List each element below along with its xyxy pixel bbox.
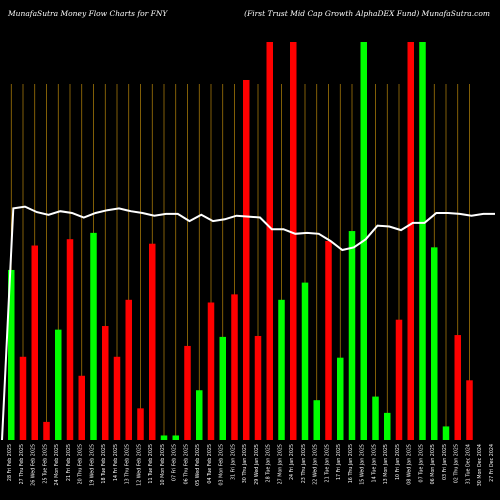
bar: [419, 42, 426, 440]
x-tick-label: 19 Wed Feb 2025: [89, 444, 95, 486]
bar: [442, 426, 450, 440]
bar: [348, 231, 356, 440]
bar: [301, 282, 309, 440]
x-tick-label: 02 Thu Jan 2025: [454, 444, 460, 483]
x-tick-label: 13 Mon Jan 2025: [383, 444, 389, 484]
bar: [137, 408, 144, 440]
bar-series: [8, 42, 473, 440]
bar: [254, 335, 262, 440]
bar: [149, 243, 156, 440]
money-flow-line: [1, 205, 495, 441]
bar: [196, 390, 203, 440]
x-tick-label: 21 Fri Feb 2025: [66, 444, 72, 481]
x-tick-label: 04 Tue Feb 2025: [207, 444, 213, 484]
bar: [207, 302, 215, 440]
x-tick-label: 18 Tue Feb 2025: [101, 444, 107, 484]
x-tick-label: 21 Tue Jan 2025: [324, 444, 330, 482]
bar: [372, 396, 379, 440]
x-tick-label: 24 Mon Feb 2025: [54, 444, 60, 486]
x-axis-labels: 28 Fri Feb 2025 27 Thu Feb 2025 26 Wed Feb…: [7, 444, 495, 486]
x-tick-label: 14 Tue Jan 2025: [371, 444, 377, 482]
x-tick-label: 24 Fri Jan 2025: [289, 444, 295, 480]
bar: [90, 232, 97, 440]
x-tick-label: 17 Fri Jan 2025: [336, 444, 342, 480]
x-tick-label: 27 Mon Jan 2025: [277, 444, 283, 484]
x-tick-label: 07 Tue Jan 2025: [418, 444, 424, 482]
x-tick-label: 06 Thu Feb 2025: [183, 444, 189, 484]
bar: [313, 400, 320, 440]
bar: [125, 299, 132, 440]
bar: [384, 412, 391, 440]
bar: [113, 356, 121, 440]
chart-subtitle: (First Trust Mid Cap Growth AlphaDEX Fun…: [244, 9, 490, 18]
bar: [219, 336, 226, 440]
x-tick-label: 06 Mon Jan 2025: [430, 444, 436, 484]
bar: [31, 245, 38, 440]
bar: [8, 269, 15, 440]
bar: [43, 421, 50, 440]
x-tick-label: 03 Fri Jan 2025: [442, 444, 448, 480]
x-tick-label: 10 Fri Jan 2025: [395, 444, 401, 480]
bar: [337, 357, 344, 440]
x-tick-label: 22 Wed Jan 2025: [313, 444, 319, 485]
x-tick-label: 05 Wed Feb 2025: [195, 444, 201, 486]
bar: [184, 345, 191, 440]
x-tick-label: 28 Tue Jan 2025: [266, 444, 272, 482]
bar: [172, 435, 179, 440]
x-tick-label: 27 Fri Dec 2024: [489, 444, 495, 482]
x-tick-label: 29 Wed Jan 2025: [254, 444, 260, 485]
x-tick-label: 14 Fri Feb 2025: [113, 444, 119, 481]
line-series: [1, 205, 495, 441]
bar: [431, 247, 438, 440]
bar: [231, 294, 238, 440]
x-tick-label: 10 Mon Feb 2025: [160, 444, 166, 486]
x-tick-label: 11 Tue Feb 2025: [148, 444, 154, 484]
x-tick-label: 07 Fri Feb 2025: [172, 444, 178, 481]
x-tick-label: 31 Fri Jan 2025: [230, 444, 236, 480]
x-tick-label: 15 Wed Jan 2025: [360, 444, 366, 485]
bar: [278, 299, 285, 440]
x-tick-label: 16 Thu Jan 2025: [348, 444, 354, 483]
x-tick-label: 25 Tue Feb 2025: [42, 444, 48, 484]
x-tick-label: 13 Thu Feb 2025: [125, 444, 131, 484]
x-tick-label: 20 Thu Feb 2025: [78, 444, 84, 484]
bar: [395, 319, 403, 440]
bar: [325, 241, 332, 440]
chart-title: MunafaSutra Money Flow Charts for FNY: [8, 9, 168, 18]
x-tick-label: 31 Tue Dec 2024: [465, 444, 471, 484]
bar: [290, 42, 297, 440]
x-tick-label: 08 Wed Jan 2025: [407, 444, 413, 485]
x-tick-label: 30 Mon Dec 2024: [477, 444, 483, 486]
bar: [160, 435, 168, 440]
x-tick-label: 30 Thu Jan 2025: [242, 444, 248, 483]
bar: [66, 239, 74, 440]
bar: [454, 335, 461, 440]
x-tick-label: 26 Wed Feb 2025: [31, 444, 37, 486]
bar: [19, 356, 27, 440]
bar: [407, 42, 414, 440]
x-tick-label: 27 Thu Feb 2025: [19, 444, 25, 484]
x-tick-label: 12 Wed Feb 2025: [136, 444, 142, 486]
bar: [266, 42, 273, 440]
bar: [466, 380, 473, 440]
bar: [243, 79, 250, 440]
x-tick-label: 03 Mon Feb 2025: [219, 444, 225, 486]
x-tick-label: 23 Thu Jan 2025: [301, 444, 307, 483]
x-tick-label: 28 Fri Feb 2025: [7, 444, 13, 481]
bar: [102, 326, 109, 440]
bar: [78, 375, 85, 440]
bar: [55, 329, 62, 440]
